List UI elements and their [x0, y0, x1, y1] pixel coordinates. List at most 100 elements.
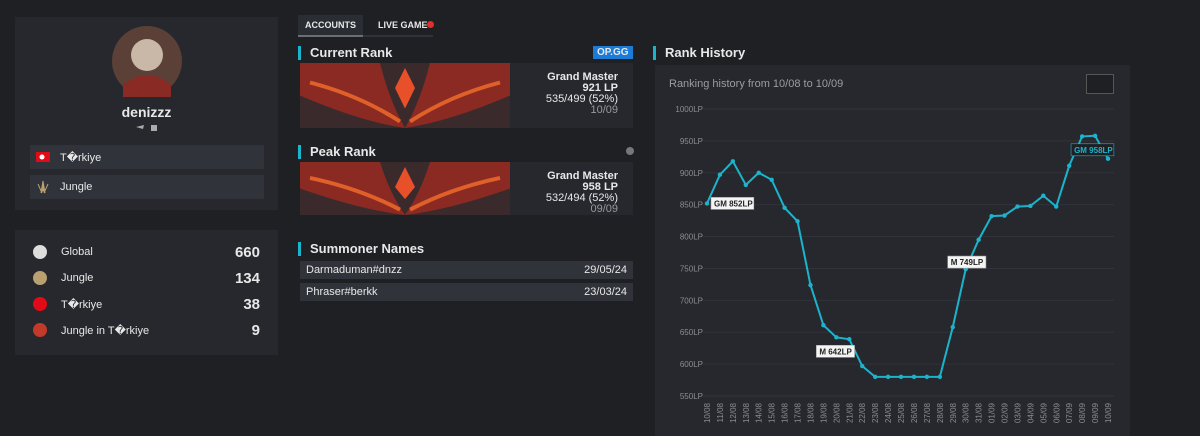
y-tick-label: 800LP — [680, 233, 703, 242]
stat-icon — [33, 323, 47, 337]
section-title: Summoner Names — [298, 242, 424, 256]
stat-label: Global — [61, 246, 93, 258]
x-tick-label: 26/08 — [910, 402, 919, 423]
section-title: Peak Rank — [298, 145, 376, 159]
rank-point — [717, 172, 723, 177]
stat-row: T�rkiye 38 — [33, 291, 260, 317]
stat-label: Jungle — [61, 272, 94, 284]
x-tick-label: 29/08 — [949, 402, 958, 423]
rank-tier: Grand Master — [547, 170, 618, 182]
live-dot — [427, 21, 434, 28]
rank-point — [756, 170, 761, 175]
opgg-badge[interactable]: OP.GG — [593, 46, 633, 59]
rank-point — [937, 374, 943, 380]
rank-date: 09/09 — [590, 203, 618, 215]
y-tick-label: 550LP — [680, 392, 703, 401]
name-date: 29/05/24 — [584, 264, 627, 276]
x-tick-label: 30/08 — [962, 402, 971, 423]
rank-text: Grand Master 921 LP 535/499 (52%) 10/09 — [546, 72, 618, 116]
rank-emblem — [300, 63, 510, 128]
x-tick-label: 08/09 — [1078, 402, 1087, 423]
y-tick-label: 850LP — [680, 201, 703, 210]
annotation: M 642LP — [819, 347, 852, 356]
annotation: GM 852LP — [714, 199, 753, 208]
chart: 550LP 600LP 650LP 700LP 750LP 800LP 850LP 900LP… — [675, 105, 1115, 423]
annotation-box — [947, 255, 987, 269]
avatar — [112, 26, 182, 97]
rank-emblem — [300, 162, 510, 215]
x-tick-label: 07/09 — [1065, 402, 1074, 423]
rank-point — [924, 374, 930, 380]
rank-point — [1028, 203, 1033, 209]
rank-text: Grand Master 958 LP 532/494 (52%) 09/09 — [546, 171, 618, 215]
social-icons[interactable] — [135, 124, 161, 134]
profile-name: denizzz — [121, 104, 172, 120]
rank-point — [911, 374, 917, 380]
x-tick-label: 11/08 — [716, 402, 725, 422]
stat-icon — [33, 297, 47, 311]
rank-point — [821, 323, 826, 328]
name-row: Phraser#berkk 23/03/24 — [300, 283, 633, 301]
stat-label: Jungle in T�rkiye — [61, 324, 150, 337]
annotation-box — [816, 345, 855, 358]
x-tick-label: 21/08 — [845, 402, 854, 423]
x-tick-label: 10/08 — [703, 402, 712, 423]
rank-point — [769, 177, 774, 182]
x-tick-label: 16/08 — [781, 402, 790, 423]
rank-point — [860, 363, 865, 369]
x-tick-label: 27/08 — [923, 402, 932, 423]
stat-value: 9 — [251, 321, 260, 339]
tab[interactable]: ACCOUNTS — [298, 15, 363, 37]
stat-row: Jungle 134 — [33, 265, 260, 291]
role: Jungle — [60, 181, 93, 193]
annotation: M 749LP — [951, 258, 984, 267]
profile-card: denizzz T�rkiye Jungle — [15, 17, 278, 210]
stat-row: Jungle in T�rkiye 9 — [33, 317, 260, 343]
names-list: Darmaduman#dnzz 29/05/24 Phraser#berkk 23/0… — [300, 261, 633, 305]
x-tick-label: 25/08 — [897, 402, 906, 423]
stat-icon — [33, 245, 47, 259]
x-tick-label: 18/08 — [806, 402, 815, 423]
rank-point — [1105, 156, 1111, 161]
rank-point — [898, 374, 904, 380]
chart-subtitle: Ranking history from 10/08 to 10/09 — [669, 78, 844, 90]
tab[interactable]: LIVE GAME — [378, 20, 428, 30]
x-tick-label: 28/08 — [936, 402, 945, 423]
rank-date: 10/09 — [590, 104, 618, 116]
rank-point — [730, 159, 736, 164]
role-row: Jungle — [30, 175, 264, 199]
fullscreen-button[interactable] — [1086, 74, 1114, 94]
rank-lp: 958 LP — [582, 181, 618, 193]
x-tick-label: 22/08 — [858, 402, 867, 423]
y-tick-label: 650LP — [680, 328, 703, 337]
country: T�rkiye — [60, 151, 102, 164]
rank-line — [706, 134, 1109, 378]
x-tick-label: 13/08 — [742, 402, 751, 423]
x-tick-label: 24/08 — [884, 402, 893, 423]
x-tick-label: 20/08 — [832, 402, 841, 423]
summoner-name: Phraser#berkk — [306, 286, 378, 298]
country-row: T�rkiye — [30, 145, 264, 169]
summoner-name: Darmaduman#dnzz — [306, 264, 402, 276]
annotation-box — [710, 197, 755, 210]
rank-point — [743, 182, 749, 188]
name-date: 23/03/24 — [584, 286, 627, 298]
rank-point — [1015, 204, 1020, 209]
rank-point — [872, 374, 878, 380]
rank-box: Grand Master 921 LP 535/499 (52%) 10/09 — [300, 63, 633, 128]
rank-tier: Grand Master — [547, 71, 618, 83]
x-tick-label: 23/08 — [871, 402, 880, 423]
rank-point — [1002, 213, 1007, 218]
stat-value: 38 — [243, 295, 260, 313]
stat-value: 660 — [234, 243, 260, 261]
rank-point — [808, 282, 813, 288]
section-title: Current Rank — [298, 46, 392, 60]
info-icon[interactable] — [626, 147, 634, 155]
rank-point — [704, 201, 710, 206]
x-tick-label: 05/09 — [1039, 402, 1048, 423]
stat-value: 134 — [234, 269, 260, 287]
x-tick-label: 03/09 — [1013, 402, 1022, 423]
rank-record: 535/499 (52%) — [545, 93, 618, 105]
rank-lp: 921 LP — [582, 82, 618, 94]
